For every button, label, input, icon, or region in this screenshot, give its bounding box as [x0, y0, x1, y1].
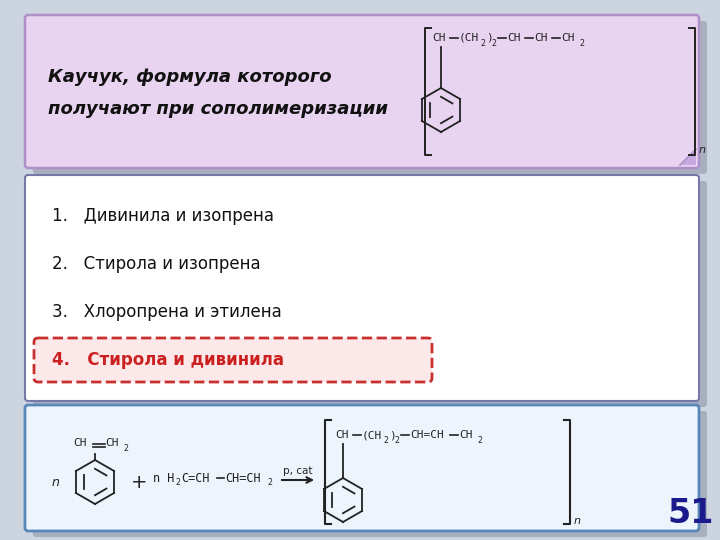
Text: CH: CH — [73, 438, 86, 448]
Text: +: + — [131, 472, 148, 491]
FancyBboxPatch shape — [33, 21, 707, 174]
Text: 2: 2 — [267, 478, 272, 487]
Text: получают при сополимеризации: получают при сополимеризации — [48, 100, 388, 118]
FancyBboxPatch shape — [34, 338, 432, 382]
Text: CH=CH: CH=CH — [225, 472, 261, 485]
Text: n: n — [51, 476, 59, 489]
Text: ): ) — [389, 430, 396, 440]
Text: 2.   Стирола и изопрена: 2. Стирола и изопрена — [52, 255, 261, 273]
Text: n: n — [699, 145, 706, 155]
Text: 2: 2 — [491, 39, 496, 48]
Text: 4.   Стирола и дивинила: 4. Стирола и дивинила — [52, 351, 284, 369]
Text: р, cat: р, cat — [283, 466, 312, 476]
Text: ): ) — [486, 33, 492, 43]
Text: n: n — [574, 516, 581, 526]
FancyBboxPatch shape — [33, 181, 707, 407]
Text: CH: CH — [432, 33, 446, 43]
Text: CH: CH — [105, 438, 119, 448]
Text: CH: CH — [335, 430, 348, 440]
Text: C=CH: C=CH — [181, 472, 210, 485]
Text: 2: 2 — [383, 436, 388, 445]
Text: n H: n H — [153, 472, 174, 485]
Text: CH: CH — [507, 33, 521, 43]
Text: 2: 2 — [480, 39, 485, 48]
FancyBboxPatch shape — [25, 175, 699, 401]
Text: (CH: (CH — [362, 430, 382, 440]
Text: CH: CH — [534, 33, 547, 43]
Text: 2: 2 — [175, 478, 180, 487]
FancyBboxPatch shape — [25, 405, 699, 531]
Text: CH: CH — [459, 430, 472, 440]
Text: 51: 51 — [667, 497, 714, 530]
Text: 1.   Дивинила и изопрена: 1. Дивинила и изопрена — [52, 207, 274, 225]
Polygon shape — [680, 149, 696, 165]
Text: 2: 2 — [477, 436, 482, 445]
FancyBboxPatch shape — [25, 15, 699, 168]
Text: CH: CH — [561, 33, 575, 43]
Text: 2: 2 — [394, 436, 399, 445]
Text: Каучук, формула которого: Каучук, формула которого — [48, 68, 332, 86]
Text: CH=CH: CH=CH — [410, 430, 444, 440]
Text: 3.   Хлоропрена и этилена: 3. Хлоропрена и этилена — [52, 303, 282, 321]
Text: 2: 2 — [123, 444, 128, 453]
Text: (CH: (CH — [459, 33, 480, 43]
Text: 2: 2 — [579, 39, 584, 48]
FancyBboxPatch shape — [33, 411, 707, 537]
